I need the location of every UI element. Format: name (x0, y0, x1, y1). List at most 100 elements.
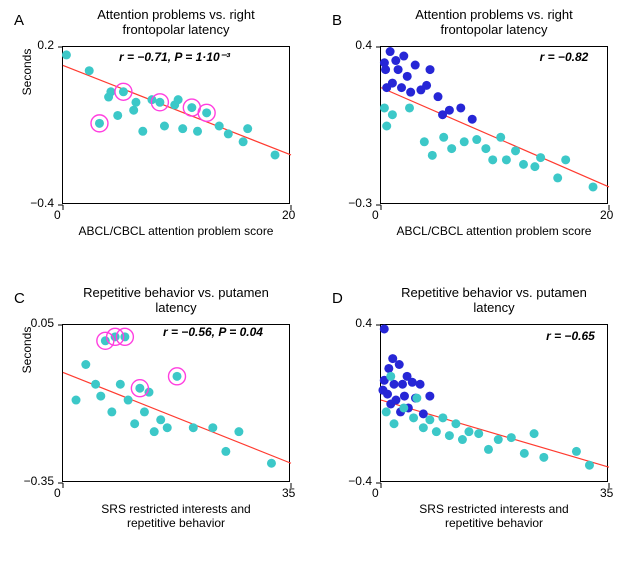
data-point (445, 106, 454, 115)
data-point (496, 133, 505, 142)
data-point (426, 65, 435, 74)
fit-line (381, 400, 609, 467)
data-point (120, 332, 129, 341)
data-point (468, 115, 477, 124)
data-point (434, 92, 443, 101)
xtick-label: 0 (372, 208, 379, 222)
data-point (239, 137, 248, 146)
data-point (419, 423, 428, 432)
data-point (62, 50, 71, 59)
data-point (536, 153, 545, 162)
ytick-label: −0.4 (30, 196, 54, 210)
data-point (124, 396, 133, 405)
data-point (411, 61, 420, 70)
data-point (432, 427, 441, 436)
data-point (131, 98, 140, 107)
xtick-label: 0 (372, 486, 379, 500)
panel-title-D: Repetitive behavior vs. putamen latency (370, 286, 618, 316)
data-point (399, 403, 408, 412)
data-point (119, 87, 128, 96)
data-point (428, 151, 437, 160)
ytick-label: 0.2 (37, 38, 54, 52)
panel-title-C: Repetitive behavior vs. putamen latency (52, 286, 300, 316)
panel-B-plot (380, 46, 608, 204)
ylabel-A: Seconds (20, 0, 34, 151)
data-point (156, 415, 165, 424)
fit-line (63, 65, 291, 155)
data-point (224, 129, 233, 138)
xlabel-D: SRS restricted interests and repetitive … (370, 502, 618, 531)
data-point (530, 162, 539, 171)
data-point (95, 119, 104, 128)
panel-letter-B: B (332, 12, 342, 29)
data-point (381, 65, 390, 74)
data-point (422, 81, 431, 90)
data-point (572, 447, 581, 456)
panel-A-svg (63, 47, 291, 205)
data-point (155, 98, 164, 107)
data-point (390, 419, 399, 428)
data-point (202, 108, 211, 117)
data-point (243, 124, 252, 133)
data-point (383, 390, 392, 399)
data-point (464, 427, 473, 436)
ytick-label: −0.35 (24, 474, 54, 488)
data-point (388, 79, 397, 88)
data-point (585, 461, 594, 470)
fit-line (381, 88, 609, 187)
ytick-label: 0.4 (355, 38, 372, 52)
xlabel-C: SRS restricted interests and repetitive … (52, 502, 300, 531)
data-point (484, 445, 493, 454)
data-point (481, 144, 490, 153)
panel-title-B: Attention problems vs. right frontopolar… (370, 8, 618, 38)
panel-B-svg (381, 47, 609, 205)
data-point (425, 392, 434, 401)
data-point (380, 324, 389, 333)
data-point (150, 427, 159, 436)
data-point (221, 447, 230, 456)
ylabel-C: Seconds (20, 271, 34, 429)
data-point (107, 407, 116, 416)
data-point (589, 182, 598, 191)
data-point (456, 103, 465, 112)
data-point (187, 103, 196, 112)
data-point (438, 413, 447, 422)
panel-title-A: Attention problems vs. right frontopolar… (52, 8, 300, 38)
data-point (116, 380, 125, 389)
data-point (398, 380, 407, 389)
panel-D-plot (380, 324, 608, 482)
data-point (135, 384, 144, 393)
ytick-label: −0.4 (348, 474, 372, 488)
panel-letter-D: D (332, 290, 343, 307)
data-point (488, 155, 497, 164)
data-point (380, 103, 389, 112)
stat-text-A: r = −0.71, P = 1·10⁻³ (119, 50, 230, 64)
data-point (400, 392, 409, 401)
data-point (474, 429, 483, 438)
xtick-label: 35 (600, 486, 613, 500)
data-point (539, 453, 548, 462)
data-point (530, 429, 539, 438)
data-point (106, 87, 115, 96)
data-point (507, 433, 516, 442)
data-point (382, 122, 391, 131)
data-point (208, 423, 217, 432)
data-point (520, 449, 529, 458)
ytick-label: 0.05 (31, 316, 54, 330)
data-point (472, 135, 481, 144)
data-point (391, 396, 400, 405)
data-point (267, 459, 276, 468)
data-point (390, 380, 399, 389)
data-point (425, 415, 434, 424)
data-point (193, 127, 202, 136)
xtick-label: 20 (282, 208, 295, 222)
data-point (405, 103, 414, 112)
data-point (553, 173, 562, 182)
data-point (451, 419, 460, 428)
data-point (113, 111, 122, 120)
data-point (395, 360, 404, 369)
data-point (85, 66, 94, 75)
data-point (519, 160, 528, 169)
xtick-label: 35 (282, 486, 295, 500)
data-point (458, 435, 467, 444)
